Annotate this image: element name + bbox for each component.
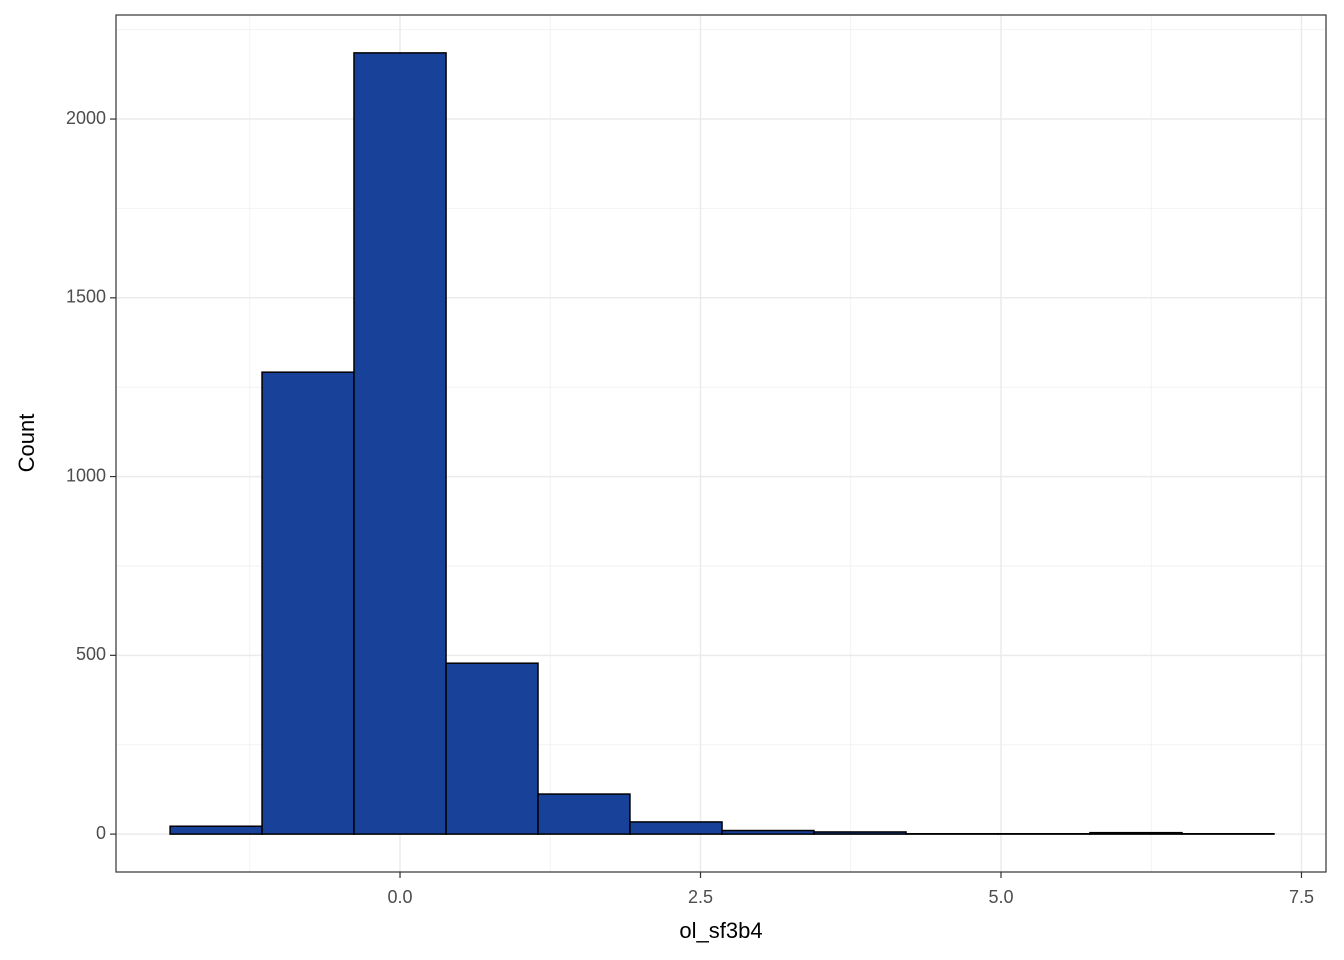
bar xyxy=(629,821,723,835)
bar xyxy=(537,793,631,835)
bar xyxy=(813,831,907,835)
axes: 0.0 2.5 5.0 7.5 0 500 1000 1500 2000 xyxy=(66,108,1314,907)
x-axis-title: ol_sf3b4 xyxy=(679,918,762,943)
y-axis-title: Count xyxy=(14,414,39,473)
bar xyxy=(169,825,263,835)
bar xyxy=(353,52,447,835)
x-tick-label: 7.5 xyxy=(1289,887,1314,907)
bar xyxy=(721,829,815,835)
panel-border xyxy=(115,14,1327,873)
x-tick-label: 5.0 xyxy=(988,887,1013,907)
bar xyxy=(445,662,539,835)
y-tick-label: 500 xyxy=(76,644,106,664)
y-tick-label: 1000 xyxy=(66,465,106,485)
y-tick-label: 2000 xyxy=(66,108,106,128)
bar xyxy=(261,371,355,835)
y-tick-label: 1500 xyxy=(66,287,106,307)
x-tick-label: 2.5 xyxy=(688,887,713,907)
bar xyxy=(1089,831,1183,835)
y-tick-label: 0 xyxy=(96,823,106,843)
bars xyxy=(169,52,1275,835)
x-tick-label: 0.0 xyxy=(388,887,413,907)
